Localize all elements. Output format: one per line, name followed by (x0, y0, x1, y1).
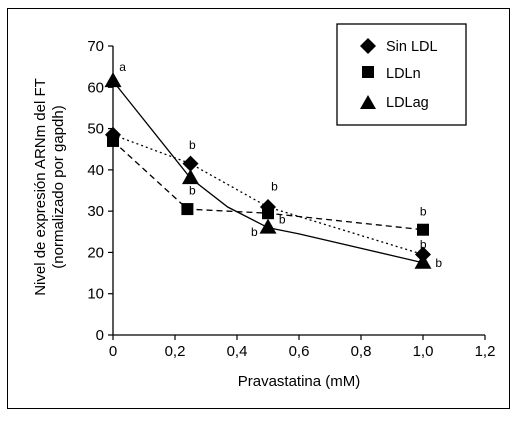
significance-letter: b (271, 180, 278, 194)
data-point-ldln (181, 203, 194, 216)
legend: Sin LDL LDLn LDLag (336, 23, 467, 126)
y-tick-label: 40 (87, 162, 104, 179)
y-tick-label: 50 (87, 121, 104, 138)
data-point-ldln (107, 134, 119, 147)
x-tick-label: 0,8 (351, 343, 372, 360)
x-tick-label: 0,6 (289, 343, 310, 360)
data-point-ldlag (414, 253, 432, 269)
y-tick-label: 20 (87, 244, 104, 261)
y-axis-label-line-2: (normalizado por gapdh) (50, 105, 67, 268)
series-line-ldlag (112, 80, 424, 264)
series-line-ldln (112, 140, 424, 231)
y-tick-label: 10 (87, 286, 104, 303)
x-tick-label: 1,0 (413, 343, 434, 360)
x-tick-label: 0 (109, 343, 117, 360)
legend-marker-sin-ldl (360, 38, 376, 54)
legend-label-sin-ldl: Sin LDL (386, 39, 438, 55)
significance-letter: b (435, 256, 442, 270)
x-tick-label: 0,2 (165, 343, 186, 360)
x-tick-label: 0,4 (227, 343, 248, 360)
y-axis-label-line-1: Nivel de expresión ARNm del FT (32, 78, 49, 296)
series-markers (104, 72, 432, 269)
y-tick-label: 60 (87, 79, 104, 96)
legend-label-ldln: LDLn (386, 66, 421, 82)
figure-frame (7, 8, 510, 409)
significance-letter: b (279, 213, 286, 227)
y-tick-label: 30 (87, 203, 104, 220)
significance-letter: b (189, 184, 196, 198)
data-point-sin-ldl (182, 155, 199, 172)
data-point-ldlag (104, 72, 122, 88)
legend-marker-ldln (362, 66, 374, 78)
series-line-sin-ldl (112, 134, 424, 256)
x-axis-label: Pravastatina (mM) (238, 373, 361, 390)
y-tick-label: 0 (96, 327, 104, 344)
significance-letter: b (251, 225, 258, 239)
significance-letter: b (189, 138, 196, 152)
legend-box (336, 23, 467, 126)
x-tick-label: 1,2 (475, 343, 496, 360)
series-lines (112, 80, 424, 264)
legend-label-ldlag: LDLag (386, 95, 429, 111)
legend-marker-ldlag (360, 95, 376, 109)
axes: 0 0,2 0,4 0,6 0,8 1,0 1,2 0 10 20 30 40 50 60 70 (87, 38, 495, 360)
data-point-ldlag (259, 218, 277, 234)
significance-letter: b (420, 237, 427, 251)
significance-letter: a (119, 60, 126, 74)
significance-letter: b (420, 204, 427, 218)
data-point-ldlag (182, 169, 199, 185)
data-point-ldln (262, 207, 274, 220)
y-tick-label: 70 (87, 38, 104, 55)
data-point-ldln (417, 223, 429, 236)
